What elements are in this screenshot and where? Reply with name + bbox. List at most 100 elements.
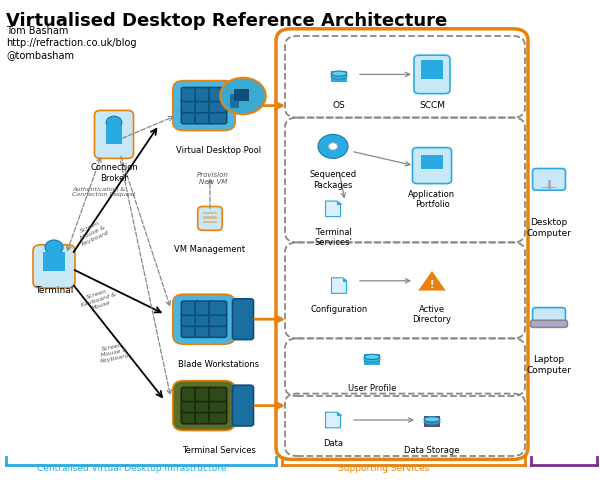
FancyBboxPatch shape: [195, 301, 213, 315]
FancyBboxPatch shape: [198, 206, 222, 230]
Text: Tom Basham: Tom Basham: [6, 26, 68, 36]
FancyBboxPatch shape: [209, 387, 227, 402]
FancyBboxPatch shape: [209, 312, 227, 326]
Text: Active
Directory: Active Directory: [413, 305, 452, 324]
FancyBboxPatch shape: [364, 354, 380, 365]
Text: VM Management: VM Management: [175, 245, 245, 254]
FancyBboxPatch shape: [173, 294, 235, 344]
FancyBboxPatch shape: [195, 323, 213, 337]
FancyBboxPatch shape: [195, 398, 213, 413]
Text: OS: OS: [332, 101, 346, 110]
Bar: [234, 89, 249, 101]
FancyBboxPatch shape: [173, 81, 235, 131]
Ellipse shape: [331, 71, 347, 76]
FancyBboxPatch shape: [195, 409, 213, 424]
Polygon shape: [343, 278, 346, 281]
Polygon shape: [326, 201, 341, 216]
Text: http://refraction.co.uk/blog: http://refraction.co.uk/blog: [6, 38, 137, 48]
Text: Virtualised Desktop Reference Architecture: Virtualised Desktop Reference Architectu…: [6, 12, 447, 30]
FancyBboxPatch shape: [331, 71, 347, 82]
Polygon shape: [417, 270, 447, 291]
Bar: [421, 60, 443, 79]
Bar: [203, 212, 217, 215]
FancyBboxPatch shape: [181, 109, 199, 124]
Text: Configuration: Configuration: [310, 305, 368, 314]
Text: Virtual Desktop Pool: Virtual Desktop Pool: [176, 146, 262, 156]
Text: Blade Workstations: Blade Workstations: [178, 360, 260, 369]
FancyBboxPatch shape: [173, 381, 235, 431]
FancyBboxPatch shape: [195, 87, 213, 102]
FancyBboxPatch shape: [181, 301, 199, 315]
FancyBboxPatch shape: [181, 98, 199, 113]
Ellipse shape: [331, 74, 347, 79]
Text: Data Storage: Data Storage: [404, 446, 460, 456]
FancyBboxPatch shape: [209, 398, 227, 413]
FancyBboxPatch shape: [530, 320, 568, 327]
FancyBboxPatch shape: [209, 301, 227, 315]
Circle shape: [318, 134, 348, 158]
FancyBboxPatch shape: [195, 109, 213, 124]
FancyBboxPatch shape: [195, 98, 213, 113]
FancyBboxPatch shape: [414, 55, 450, 94]
Polygon shape: [331, 278, 346, 293]
Bar: [203, 216, 217, 218]
Ellipse shape: [424, 417, 440, 422]
Text: Terminal Services: Terminal Services: [182, 446, 256, 456]
Text: Provision
New VM: Provision New VM: [197, 172, 229, 185]
FancyBboxPatch shape: [33, 245, 75, 288]
Ellipse shape: [331, 74, 347, 79]
Text: Terminal: Terminal: [35, 286, 73, 295]
Ellipse shape: [364, 354, 380, 360]
Text: !: !: [430, 279, 434, 289]
Text: Centralised Virtual Desktop Infrastructure: Centralised Virtual Desktop Infrastructu…: [37, 464, 227, 473]
FancyBboxPatch shape: [533, 308, 565, 326]
Text: Laptop
Computer: Laptop Computer: [527, 355, 571, 374]
FancyBboxPatch shape: [195, 312, 213, 326]
Bar: [203, 221, 217, 223]
Text: 'Terminal
Services': 'Terminal Services': [314, 228, 352, 247]
FancyBboxPatch shape: [533, 168, 565, 190]
Text: Sequenced
Packages: Sequenced Packages: [310, 170, 356, 190]
FancyBboxPatch shape: [95, 110, 133, 158]
FancyBboxPatch shape: [209, 409, 227, 424]
Text: Application
Portfolio: Application Portfolio: [409, 190, 455, 209]
FancyBboxPatch shape: [181, 323, 199, 337]
Bar: [421, 155, 443, 169]
Text: Desktop
Computer: Desktop Computer: [527, 218, 571, 238]
FancyBboxPatch shape: [181, 409, 199, 424]
Text: Screen
Keyboard &
Mouse: Screen Keyboard & Mouse: [79, 287, 119, 313]
Bar: [106, 125, 122, 144]
FancyBboxPatch shape: [181, 87, 199, 102]
Ellipse shape: [424, 420, 440, 424]
FancyBboxPatch shape: [181, 312, 199, 326]
Ellipse shape: [424, 420, 440, 424]
Text: SCCM: SCCM: [419, 101, 445, 110]
FancyBboxPatch shape: [413, 148, 451, 183]
Ellipse shape: [364, 357, 380, 362]
Text: Connection
Broker: Connection Broker: [90, 163, 138, 182]
Text: @tombasham: @tombasham: [6, 50, 74, 60]
FancyBboxPatch shape: [232, 299, 254, 340]
FancyBboxPatch shape: [209, 87, 227, 102]
FancyBboxPatch shape: [209, 323, 227, 337]
FancyBboxPatch shape: [181, 387, 199, 402]
FancyBboxPatch shape: [195, 387, 213, 402]
Bar: [230, 94, 239, 108]
Circle shape: [106, 116, 122, 129]
Polygon shape: [337, 201, 341, 204]
Polygon shape: [326, 412, 341, 428]
Circle shape: [329, 143, 338, 150]
FancyBboxPatch shape: [209, 98, 227, 113]
Text: Supporting Services: Supporting Services: [338, 464, 430, 473]
Polygon shape: [337, 412, 341, 415]
Text: Data: Data: [323, 439, 343, 448]
Text: User Profile: User Profile: [348, 384, 396, 393]
Text: Screen
Mouse &
Keyboard: Screen Mouse & Keyboard: [76, 219, 110, 247]
FancyBboxPatch shape: [181, 398, 199, 413]
Bar: [43, 252, 65, 271]
FancyBboxPatch shape: [209, 109, 227, 124]
FancyBboxPatch shape: [424, 416, 440, 427]
Circle shape: [220, 78, 266, 114]
Text: Screen
Mouse &
Keyboard: Screen Mouse & Keyboard: [98, 342, 130, 364]
FancyBboxPatch shape: [232, 385, 254, 426]
